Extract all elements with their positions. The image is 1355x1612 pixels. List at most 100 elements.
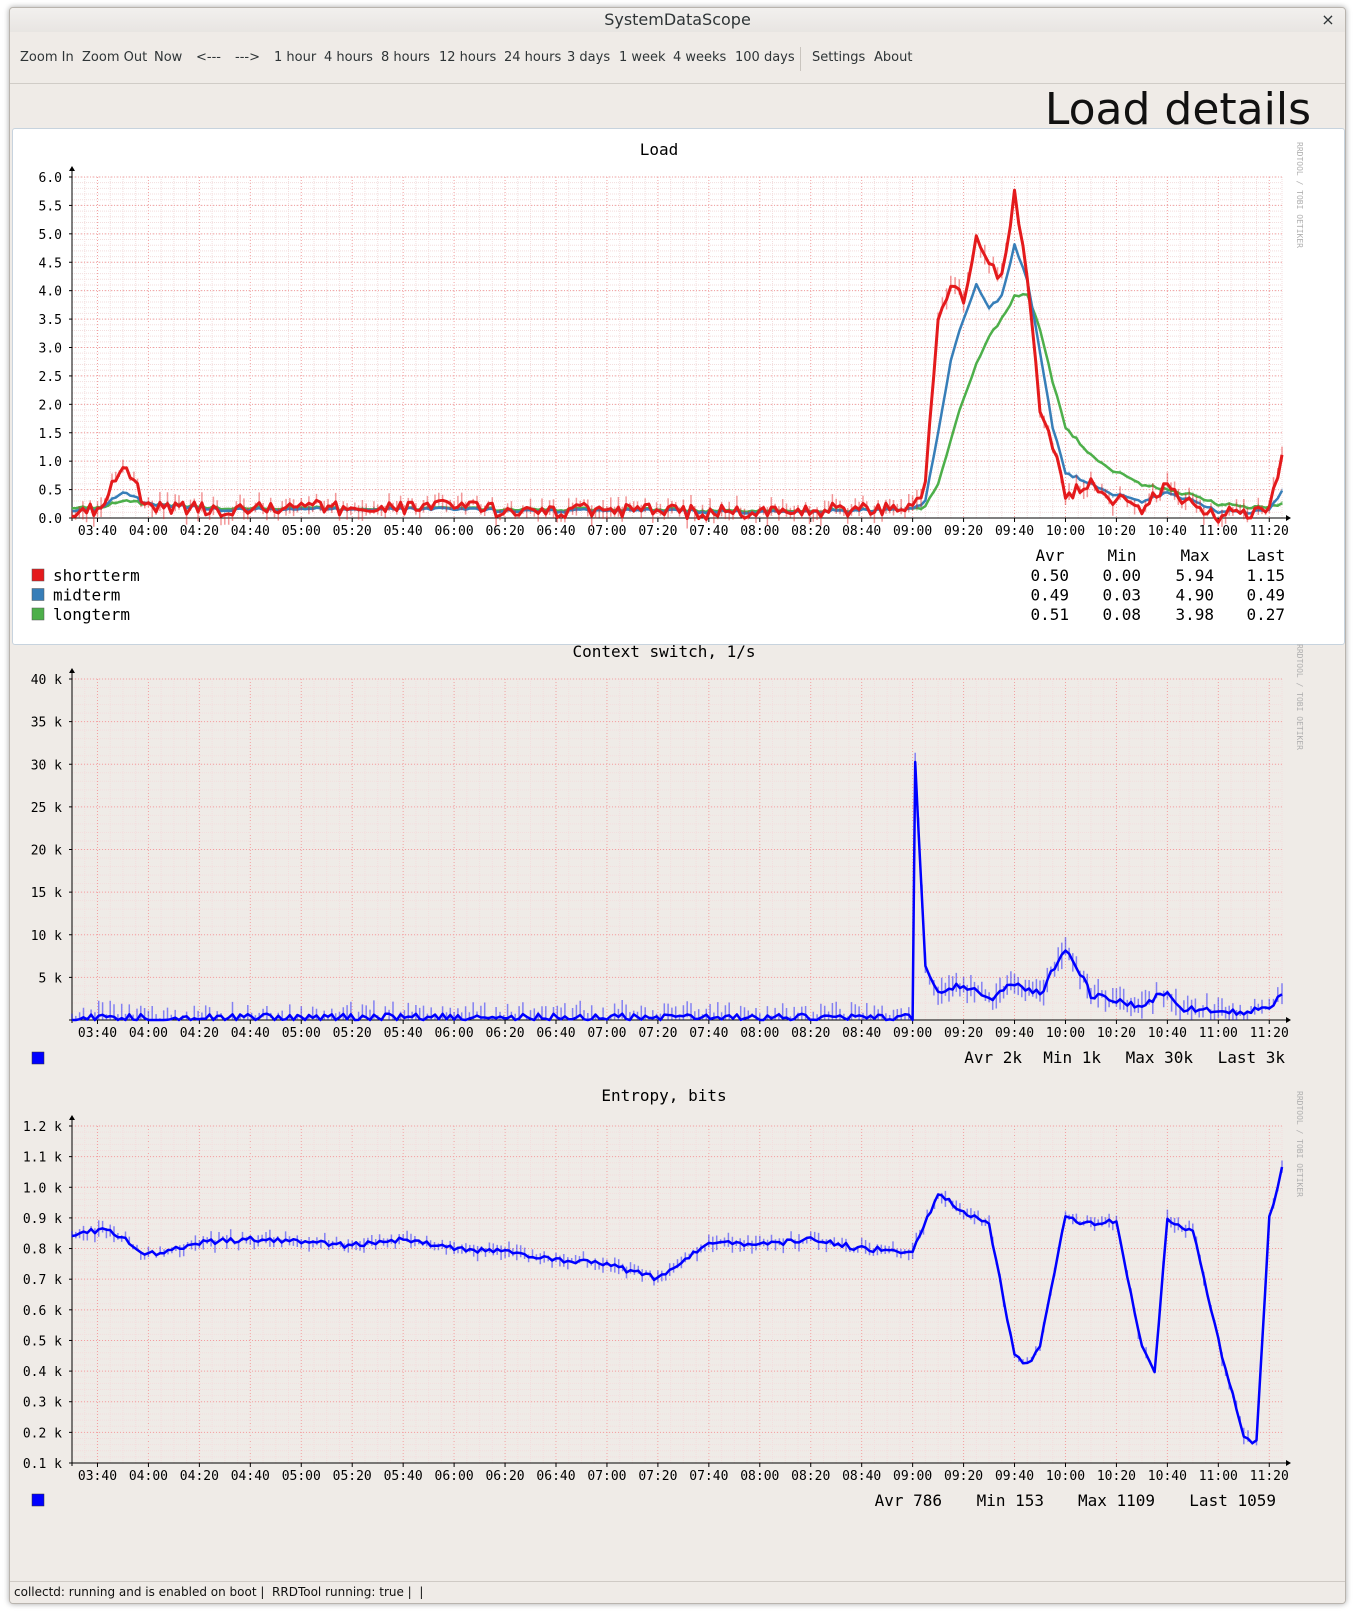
load-series-longterm-range [71, 292, 1283, 515]
x-tick-label: 07:00 [587, 1469, 626, 1484]
range-100-days-button[interactable]: 100 days [735, 50, 795, 65]
x-tick-label: 06:20 [485, 1026, 524, 1041]
legend-label: shortterm [53, 566, 140, 585]
x-tick-label: 11:00 [1199, 1469, 1238, 1484]
legend-value: 0.50 [1030, 566, 1069, 585]
about-button[interactable]: About [874, 50, 913, 65]
x-tick-label: 06:20 [485, 1469, 524, 1484]
range-1-hour-button[interactable]: 1 hour [274, 50, 317, 65]
app-window: SystemDataScope × Zoom In Zoom Out Now <… [9, 7, 1346, 1604]
context-graph-title: Context switch, 1/s [572, 642, 755, 661]
context-stat: Max 30k [1126, 1048, 1194, 1067]
y-tick-label: 5.0 [39, 228, 62, 243]
x-tick-label: 07:00 [587, 524, 626, 539]
x-tick-label: 09:20 [944, 1469, 983, 1484]
x-tick-label: 06:40 [536, 1469, 575, 1484]
x-tick-label: 08:40 [842, 524, 881, 539]
entropy-stat: Max 1109 [1078, 1491, 1155, 1510]
x-tick-label: 10:40 [1148, 524, 1187, 539]
load-series-shortterm [71, 188, 1284, 524]
legend-value: 3.98 [1175, 605, 1214, 624]
x-tick-label: 07:20 [638, 524, 677, 539]
x-tick-label: 04:40 [231, 524, 270, 539]
y-tick-label: 3.5 [39, 313, 62, 328]
settings-button[interactable]: Settings [812, 50, 866, 65]
range-8-hours-button[interactable]: 8 hours [381, 50, 430, 65]
load-graph: Load 0.0 0.5 1.0 1.5 2.0 2.5 3.0 3.5 4.0 4.5 5.0 5.5… [31, 140, 1304, 624]
x-tick-label: 03:40 [78, 1469, 117, 1484]
plot-grid [71, 678, 1283, 1021]
y-tick-label: 3.0 [39, 342, 62, 357]
y-tick-label: 1.2 k [23, 1120, 62, 1135]
context-series [72, 760, 1283, 1022]
x-tick-label: 04:00 [129, 1026, 168, 1041]
x-tick-label: 05:00 [282, 524, 321, 539]
legend-header: Last [1247, 546, 1286, 565]
status-bar: collectd: running and is enabled on boot… [10, 1581, 1345, 1603]
x-tick-label: 08:00 [740, 524, 779, 539]
legend-swatch [31, 607, 45, 621]
y-tick-label: 0.5 [39, 484, 62, 499]
collectd-status: collectd: running and is enabled on boot… [14, 1585, 424, 1599]
legend-value: 0.03 [1102, 586, 1141, 605]
x-tick-label: 06:00 [435, 1026, 474, 1041]
x-tick-label: 09:40 [995, 1469, 1034, 1484]
x-tick-label: 08:20 [791, 1469, 830, 1484]
legend-value: 0.27 [1246, 605, 1285, 624]
legend-value: 0.49 [1030, 586, 1069, 605]
x-tick-label: 04:40 [231, 1026, 270, 1041]
window-title: SystemDataScope [604, 10, 751, 29]
x-tick-label: 09:40 [995, 524, 1034, 539]
x-axis-arrow [1286, 515, 1291, 521]
legend-swatch [31, 588, 45, 601]
zoom-in-button[interactable]: Zoom In [20, 50, 74, 65]
legend-value: 0.51 [1030, 605, 1069, 624]
entropy-graph: Entropy, bits 0.1 k 0.2 k 0.3 k 0.4 k 0.5 k 0.… [23, 1086, 1304, 1510]
x-tick-label: 07:40 [689, 1469, 728, 1484]
y-tick-label: 0.8 k [23, 1243, 62, 1258]
entropy-legend-swatch [31, 1493, 45, 1507]
y-tick-label: 10 k [31, 929, 62, 944]
close-icon[interactable]: × [1321, 10, 1335, 29]
range-4-hours-button[interactable]: 4 hours [324, 50, 373, 65]
y-tick-label: 0.0 [39, 512, 62, 527]
zoom-out-button[interactable]: Zoom Out [82, 50, 148, 65]
back-button[interactable]: <--- [196, 50, 221, 65]
range-24-hours-button[interactable]: 24 hours [504, 50, 562, 65]
x-tick-label: 08:40 [842, 1469, 881, 1484]
x-tick-label: 09:00 [893, 1026, 932, 1041]
x-tick-label: 05:20 [333, 1469, 372, 1484]
y-tick-label: 0.9 k [23, 1212, 62, 1227]
x-tick-label: 06:40 [536, 524, 575, 539]
range-4-weeks-button[interactable]: 4 weeks [673, 50, 727, 65]
x-tick-label: 05:20 [333, 1026, 372, 1041]
x-tick-label: 09:40 [995, 1026, 1034, 1041]
legend-header: Avr [1036, 546, 1065, 565]
x-tick-label: 08:20 [791, 1026, 830, 1041]
range-12-hours-button[interactable]: 12 hours [439, 50, 497, 65]
now-button[interactable]: Now [154, 50, 183, 65]
entropy-graph-title: Entropy, bits [601, 1086, 726, 1105]
title-bar: SystemDataScope × [10, 8, 1345, 32]
page-title: Load details [1044, 84, 1311, 135]
y-tick-label: 5.5 [39, 199, 62, 214]
context-stat: Min 1k [1043, 1048, 1101, 1067]
y-tick-label: 1.0 [39, 455, 62, 470]
legend-label: longterm [53, 605, 130, 624]
x-tick-label: 10:40 [1148, 1469, 1187, 1484]
x-tick-label: 09:20 [944, 1026, 983, 1041]
context-switch-graph: Context switch, 1/s 5 k 10 k 15 k 20 k 25 k 30… [31, 642, 1304, 1067]
x-tick-label: 05:00 [282, 1026, 321, 1041]
entropy-series-range [71, 1160, 1283, 1446]
range-3-days-button[interactable]: 3 days [567, 50, 611, 65]
forward-button[interactable]: ---> [235, 50, 260, 65]
x-tick-label: 04:20 [180, 524, 219, 539]
load-graph-card [12, 128, 1345, 645]
range-1-week-button[interactable]: 1 week [619, 50, 666, 65]
legend-header: Min [1108, 546, 1137, 565]
x-axis-arrow [1286, 1017, 1291, 1023]
x-tick-label: 08:00 [740, 1469, 779, 1484]
x-tick-label: 05:00 [282, 1469, 321, 1484]
y-tick-label: 4.5 [39, 256, 62, 271]
x-tick-label: 08:40 [842, 1026, 881, 1041]
